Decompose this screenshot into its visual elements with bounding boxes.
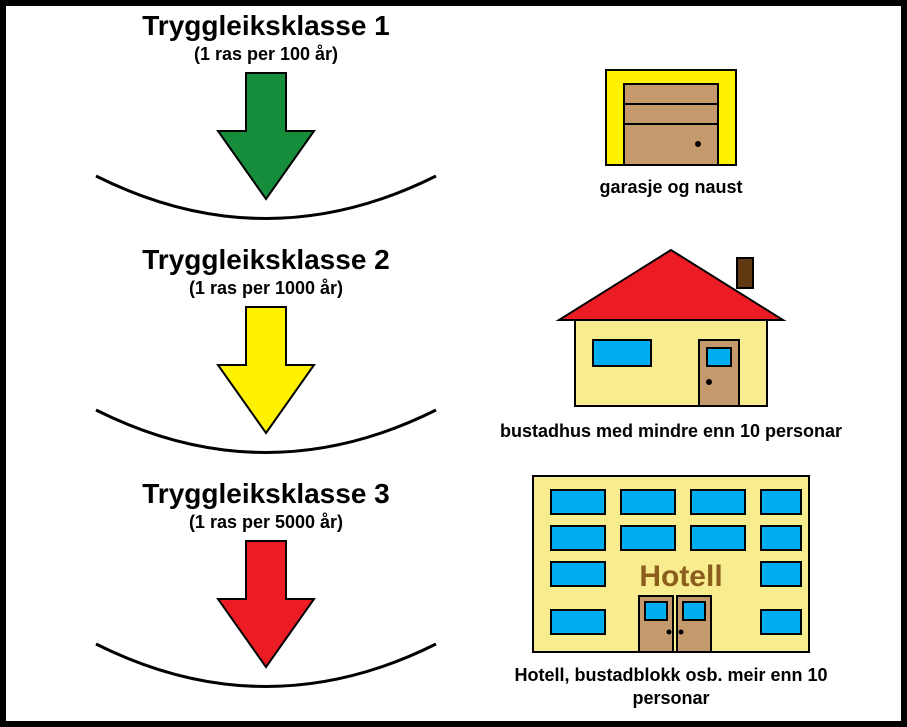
arrow-hollow-svg-3 [66, 539, 466, 699]
hotel-icon: Hotell [521, 468, 821, 658]
hotel-sign-text: Hotell [639, 560, 722, 593]
garage-icon [596, 60, 746, 170]
right-col-2: bustadhus med mindre enn 10 personar [481, 244, 861, 443]
hotel-door-window-left [645, 602, 667, 620]
building-label-3: Hotell, bustadblokk osb. meir enn 10 per… [481, 664, 861, 709]
house-door-window [707, 348, 731, 366]
house-icon [541, 244, 801, 414]
hotel-window-r2c3 [691, 526, 745, 550]
building-label-2: bustadhus med mindre enn 10 personar [481, 420, 861, 443]
hotel-window-r2c1 [551, 526, 605, 550]
hotel-window-r4c1 [551, 610, 605, 634]
hotel-window-r3c1 [551, 562, 605, 586]
right-col-1: garasje og naust [481, 60, 861, 199]
hotel-window-r1c3 [691, 490, 745, 514]
left-col-2: Tryggleiksklasse 2 (1 ras per 1000 år) [66, 244, 466, 465]
title-1: Tryggleiksklasse 1 [66, 10, 466, 42]
house-window-left [593, 340, 651, 366]
diagram-frame: Tryggleiksklasse 1 (1 ras per 100 år) ga… [0, 0, 907, 727]
arrow-down-icon [218, 73, 314, 199]
row-class-1: Tryggleiksklasse 1 (1 ras per 100 år) ga… [6, 10, 901, 240]
hotel-door-window-right [683, 602, 705, 620]
subtitle-2: (1 ras per 1000 år) [66, 278, 466, 299]
hotel-door-knob-right-icon [679, 630, 684, 635]
title-2: Tryggleiksklasse 2 [66, 244, 466, 276]
row-class-2: Tryggleiksklasse 2 (1 ras per 1000 år) [6, 244, 901, 474]
subtitle-1: (1 ras per 100 år) [66, 44, 466, 65]
arrow-wrap-1 [66, 71, 466, 231]
hotel-window-r3c2 [761, 562, 801, 586]
hotel-door-knob-left-icon [667, 630, 672, 635]
arrow-hollow-svg-1 [66, 71, 466, 231]
right-col-3: Hotell Hotell, bustadblokk osb. meir enn… [481, 468, 861, 709]
arrow-down-icon [218, 307, 314, 433]
title-3: Tryggleiksklasse 3 [66, 478, 466, 510]
subtitle-3: (1 ras per 5000 år) [66, 512, 466, 533]
arrow-wrap-3 [66, 539, 466, 699]
hotel-window-r4c2 [761, 610, 801, 634]
hotel-window-r1c1 [551, 490, 605, 514]
hotel-window-r1c2 [621, 490, 675, 514]
garage-handle-icon [695, 141, 701, 147]
hotel-window-r1c4 [761, 490, 801, 514]
house-chimney [737, 258, 753, 288]
arrow-hollow-svg-2 [66, 305, 466, 465]
arrow-wrap-2 [66, 305, 466, 465]
left-col-3: Tryggleiksklasse 3 (1 ras per 5000 år) [66, 478, 466, 699]
row-class-3: Tryggleiksklasse 3 (1 ras per 5000 år) [6, 478, 901, 708]
hotel-window-r2c2 [621, 526, 675, 550]
building-label-1: garasje og naust [481, 176, 861, 199]
left-col-1: Tryggleiksklasse 1 (1 ras per 100 år) [66, 10, 466, 231]
hotel-window-r2c4 [761, 526, 801, 550]
house-door-knob-icon [706, 379, 712, 385]
arrow-down-icon [218, 541, 314, 667]
